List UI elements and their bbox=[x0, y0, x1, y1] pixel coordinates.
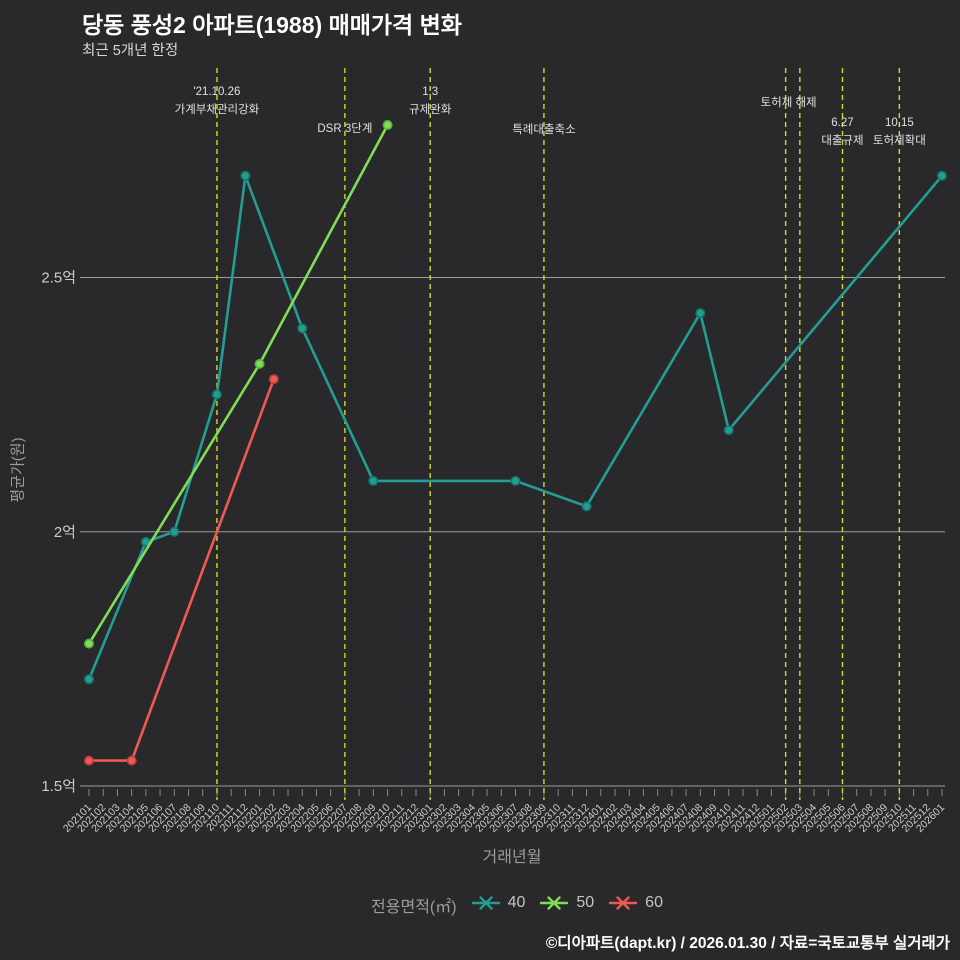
series-60-marker[interactable] bbox=[84, 755, 95, 766]
event-label-202506: 대출규제 bbox=[821, 134, 863, 147]
series-40-marker[interactable] bbox=[84, 674, 95, 685]
series-40-marker[interactable] bbox=[297, 323, 308, 334]
event-label-202301: 규제완화 bbox=[409, 103, 452, 116]
event-label-202502: 토허제 해제 bbox=[761, 96, 817, 109]
event-label-202301: 1.3 bbox=[422, 86, 438, 98]
series-60-line bbox=[87, 377, 276, 762]
series-50-marker[interactable] bbox=[84, 638, 95, 649]
series-40-marker[interactable] bbox=[510, 475, 521, 486]
y-axis-title: 평균가(원) bbox=[9, 437, 27, 503]
event-label-202110: '21.10.26 bbox=[193, 86, 240, 98]
series-40-marker[interactable] bbox=[240, 170, 251, 181]
series-50-marker[interactable] bbox=[382, 120, 393, 131]
legend-line-marker-icon bbox=[608, 896, 638, 910]
legend-line-marker-icon bbox=[471, 896, 500, 910]
event-label-202506: 6.27 bbox=[831, 117, 853, 129]
y-tick-label: 1.5억 bbox=[41, 778, 76, 795]
series-40-line bbox=[87, 174, 944, 681]
legend-item-40[interactable]: 40 bbox=[471, 894, 526, 912]
chart-title: 당동 풍성2 아파트(1988) 매매가격 변화 bbox=[82, 12, 462, 38]
event-label-202110: 가계부채관리강화 bbox=[175, 103, 260, 116]
legend-label-60: 60 bbox=[645, 894, 663, 911]
series-40-marker[interactable] bbox=[723, 425, 734, 436]
series-40-marker[interactable] bbox=[695, 308, 706, 319]
chart-subtitle: 최근 5개년 한정 bbox=[82, 43, 179, 59]
x-axis-title: 거래년월 bbox=[482, 849, 542, 866]
series-50-marker[interactable] bbox=[254, 358, 265, 369]
credit-line: ©디아파트(dapt.kr) / 2026.01.30 / 자료=국토교통부 실… bbox=[545, 935, 950, 952]
series-60-marker[interactable] bbox=[126, 755, 137, 766]
series-40-marker[interactable] bbox=[169, 526, 180, 537]
series-40-marker[interactable] bbox=[368, 475, 379, 486]
legend-label-50: 50 bbox=[576, 894, 595, 911]
legend-item-50[interactable]: 50 bbox=[539, 894, 594, 912]
series-40-marker[interactable] bbox=[581, 501, 592, 512]
event-label-202510: 10.15 bbox=[885, 117, 914, 129]
series-60-marker[interactable] bbox=[268, 374, 279, 385]
series-50-line bbox=[87, 123, 389, 645]
legend-line-marker-icon bbox=[540, 896, 569, 910]
y-tick-label: 2억 bbox=[54, 524, 76, 541]
legend-label-40: 40 bbox=[507, 894, 526, 911]
y-tick-label: 2.5억 bbox=[41, 270, 76, 287]
event-label-202207: DSR 3단계 bbox=[317, 122, 372, 135]
series-40-marker[interactable] bbox=[211, 389, 222, 400]
legend-item-60[interactable]: 60 bbox=[608, 894, 663, 912]
event-label-202309: 특례대출축소 bbox=[512, 123, 575, 136]
legend-items: 40 50 60 bbox=[457, 894, 663, 916]
legend-title: 전용면적(㎡) bbox=[371, 899, 457, 916]
series-40-marker[interactable] bbox=[936, 170, 947, 181]
event-label-202510: 토허제확대 bbox=[873, 134, 926, 147]
legend: 전용면적(㎡) 40 50 60 bbox=[371, 893, 663, 917]
